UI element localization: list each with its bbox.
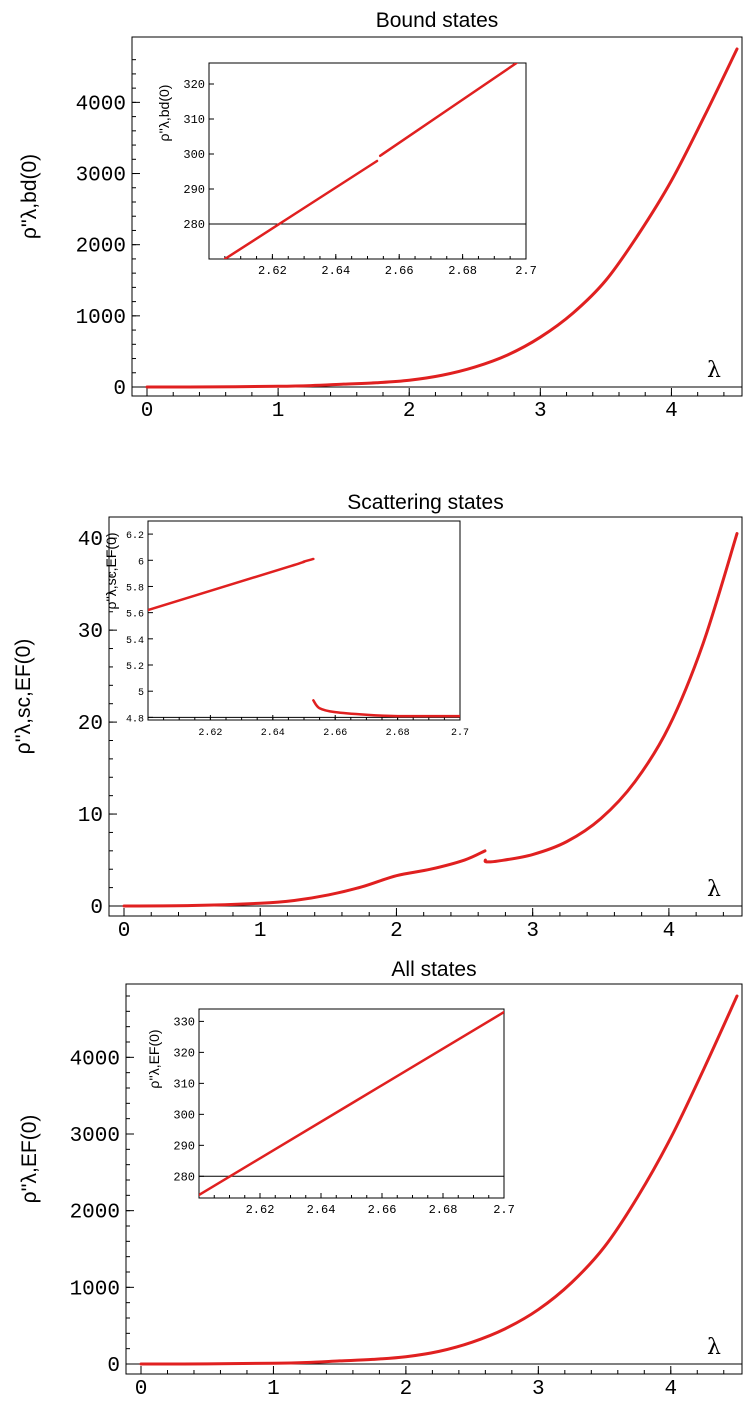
chart-panel: Bound states 0 1 2 3 4 0 1000 2000 3000 4000 ρ''λ,b… (18, 9, 743, 423)
y-tick-label: 1000 (76, 307, 126, 330)
inset-y-tick-label: 320 (183, 78, 205, 92)
y-axis-label: ρ''λ,EF(0) (146, 1029, 162, 1088)
inset-series-line (378, 63, 518, 157)
y-tick-label: 30 (78, 621, 103, 644)
inset-panel: 2.62 2.64 2.66 2.68 2.7 4.8 5 5.2 5.4 5.6 5.8 6 6.2 ρ… (103, 520, 469, 739)
series-line (483, 532, 739, 864)
y-tick-label: 2000 (76, 236, 126, 259)
inset-y-tick-label: 300 (173, 1108, 195, 1122)
inset-panel: 2.62 2.64 2.66 2.68 2.7 280 290 300 310 320 ρ''λ,b… (156, 62, 537, 278)
x-axis-label: λ (707, 877, 721, 902)
inset-y-tick-label: 4.8 (126, 714, 144, 725)
x-tick-label: 3 (526, 920, 539, 943)
inset-y-tick-label: 290 (173, 1139, 195, 1153)
y-tick-label: 4000 (76, 93, 126, 116)
chart-title: All states (391, 958, 476, 981)
x-tick-label: 1 (254, 920, 267, 943)
y-tick-label: 2000 (70, 1202, 120, 1225)
y-tick-label: 3000 (76, 165, 126, 188)
x-tick-label: 1 (272, 400, 285, 423)
inset-x-tick-label: 2.66 (368, 1203, 397, 1217)
y-tick-label: 0 (107, 1355, 120, 1378)
inset-x-tick-label: 2.68 (448, 264, 477, 278)
y-tick-label: 3000 (70, 1125, 120, 1148)
series-line (145, 47, 739, 389)
inset-series-line (223, 159, 379, 259)
y-tick-label: 4000 (70, 1048, 120, 1071)
plot-frame (125, 983, 743, 1375)
inset-frame (147, 520, 461, 721)
inset-y-tick-label: 310 (183, 113, 205, 127)
y-tick-label: 0 (113, 378, 126, 401)
x-axis-label: λ (707, 358, 721, 383)
x-tick-label: 0 (135, 1378, 148, 1401)
inset-series-line (312, 699, 460, 718)
x-tick-label: 2 (403, 400, 416, 423)
inset-x-tick-label: 2.7 (451, 728, 469, 739)
inset-y-tick-label: 320 (173, 1046, 195, 1060)
inset-y-tick-label: 330 (173, 1015, 195, 1029)
y-axis-label: ρ''λ,bd(0) (18, 154, 41, 239)
chart-title: Bound states (376, 9, 499, 32)
inset-y-tick-label: 310 (173, 1077, 195, 1091)
x-tick-label: 1 (267, 1378, 280, 1401)
series-line (139, 994, 739, 1366)
inset-x-tick-label: 2.68 (429, 1203, 458, 1217)
y-axis-label: ρ''λ,EF(0) (18, 1115, 41, 1204)
inset-x-tick-label: 2.62 (198, 728, 222, 739)
inset-x-tick-label: 2.66 (323, 728, 347, 739)
inset-y-tick-label: 290 (183, 183, 205, 197)
inset-y-tick-label: 5.6 (126, 610, 144, 621)
series-line (122, 849, 487, 908)
plot-frame (108, 516, 743, 917)
inset-series-line (148, 557, 315, 612)
inset-y-tick-label: 6 (138, 557, 144, 568)
inset-panel: 2.62 2.64 2.66 2.68 2.7 280 290 300 310 320 330 ρ''… (146, 1008, 515, 1217)
chart-panel: All states 0 1 2 3 4 0 1000 2000 3000 4000 ρ''λ,EF(… (18, 958, 743, 1401)
y-tick-label: 0 (90, 897, 103, 920)
y-tick-label: 1000 (70, 1278, 120, 1301)
inset-x-tick-label: 2.66 (385, 264, 414, 278)
x-tick-label: 2 (400, 1378, 413, 1401)
x-tick-label: 3 (532, 1378, 545, 1401)
inset-x-tick-label: 2.62 (246, 1203, 275, 1217)
chart-title: Scattering states (347, 491, 503, 514)
x-tick-label: 4 (665, 400, 678, 423)
y-axis-label: ρ''λ,bd(0) (156, 85, 172, 142)
inset-series-line (199, 1010, 504, 1197)
inset-x-tick-label: 2.62 (258, 264, 287, 278)
x-tick-label: 3 (534, 400, 547, 423)
y-tick-label: 40 (78, 529, 103, 552)
inset-x-tick-label: 2.7 (493, 1203, 515, 1217)
x-tick-label: 4 (664, 1378, 677, 1401)
inset-x-tick-label: 2.64 (261, 728, 285, 739)
inset-y-tick-label: 5 (138, 688, 144, 699)
inset-y-tick-label: 5.8 (126, 583, 144, 594)
inset-frame (208, 62, 527, 260)
x-tick-label: 2 (390, 920, 403, 943)
y-axis-label: ρ''λ,sc,EF(0) (12, 639, 35, 755)
inset-y-tick-label: 280 (173, 1170, 195, 1184)
inset-y-tick-label: 5.2 (126, 662, 144, 673)
inset-y-tick-label: 5.4 (126, 636, 144, 647)
y-tick-label: 20 (78, 713, 103, 736)
inset-y-tick-label: 6.2 (126, 531, 144, 542)
inset-x-tick-label: 2.64 (307, 1203, 336, 1217)
inset-y-tick-label: 300 (183, 148, 205, 162)
inset-y-tick-label: 280 (183, 218, 205, 232)
x-axis-label: λ (707, 1335, 721, 1360)
inset-x-tick-label: 2.64 (321, 264, 350, 278)
x-tick-label: 4 (663, 920, 676, 943)
y-tick-label: 10 (78, 805, 103, 828)
x-tick-label: 0 (141, 400, 154, 423)
inset-x-tick-label: 2.68 (386, 728, 410, 739)
y-axis-label: ρ''λ,sc,EF(0) (103, 532, 119, 609)
x-tick-label: 0 (118, 920, 131, 943)
inset-x-tick-label: 2.7 (515, 264, 537, 278)
